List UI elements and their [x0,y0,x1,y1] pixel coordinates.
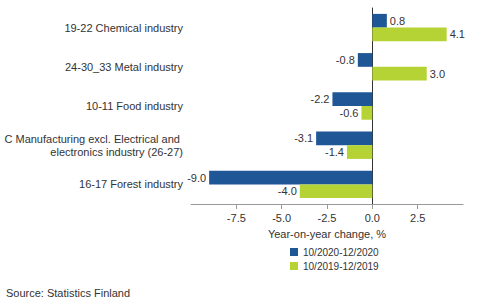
svg-text:16-17 Forest industry: 16-17 Forest industry [79,178,183,190]
svg-text:-2.2: -2.2 [310,93,329,105]
svg-text:-3.1: -3.1 [294,132,313,144]
svg-text:10/2020-12/2020: 10/2020-12/2020 [303,247,379,258]
svg-text:-7.5: -7.5 [227,212,246,224]
svg-text:-5.0: -5.0 [272,212,291,224]
svg-text:C Manufacturing excl. Electric: C Manufacturing excl. Electrical and [4,133,183,145]
svg-text:3.0: 3.0 [430,68,445,80]
svg-text:19-22 Chemical industry: 19-22 Chemical industry [64,22,183,34]
svg-text:-9.0: -9.0 [187,172,206,184]
svg-text:-1.4: -1.4 [325,146,344,158]
svg-text:10-11 Food industry: 10-11 Food industry [86,100,184,112]
svg-text:Year-on-year change, %: Year-on-year change, % [268,228,386,240]
svg-text:electronics industry (26-27): electronics industry (26-27) [50,146,183,158]
svg-text:0.8: 0.8 [390,15,405,27]
svg-text:10/2019-12/2019: 10/2019-12/2019 [303,261,379,272]
svg-text:24-30_33 Metal industry: 24-30_33 Metal industry [65,61,184,73]
svg-text:-4.0: -4.0 [278,185,297,197]
svg-text:-0.8: -0.8 [336,54,355,66]
svg-text:-0.6: -0.6 [339,107,358,119]
svg-text:-2.5: -2.5 [318,212,337,224]
svg-text:Source: Statistics Finland: Source: Statistics Finland [6,287,130,299]
svg-text:0.0: 0.0 [365,212,380,224]
svg-text:2.5: 2.5 [410,212,425,224]
svg-text:4.1: 4.1 [450,28,465,40]
